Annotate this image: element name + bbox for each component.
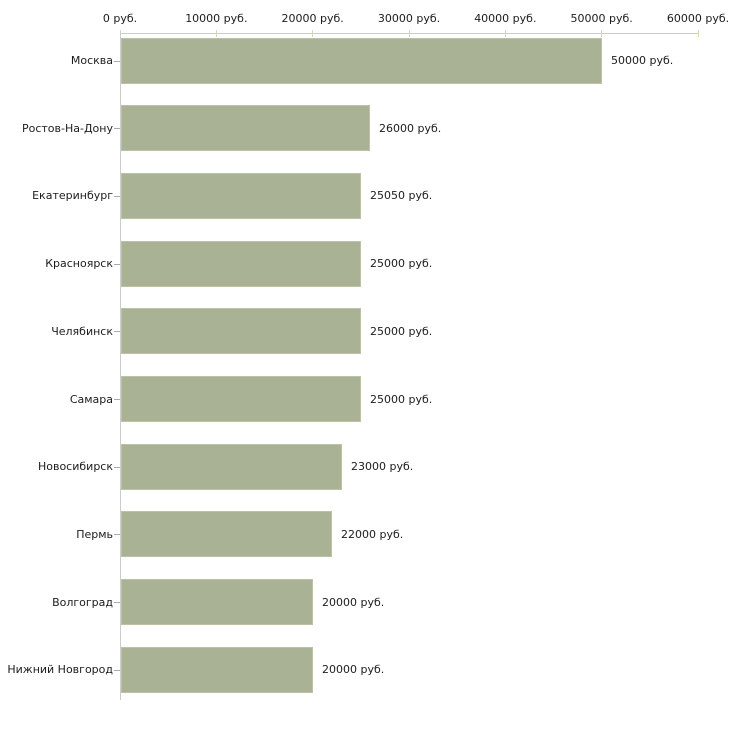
x-axis-tick-label: 20000 руб. bbox=[281, 12, 344, 25]
bar-value-label: 50000 руб. bbox=[611, 54, 674, 67]
category-label: Москва bbox=[70, 54, 113, 67]
x-axis-tick bbox=[697, 30, 699, 37]
category-label: Ростов-На-Дону bbox=[21, 121, 113, 135]
x-axis-tick bbox=[601, 30, 603, 37]
x-axis-tick-label: 0 руб. bbox=[102, 12, 138, 25]
x-axis-tick-label: 50000 руб. bbox=[570, 12, 633, 25]
category-label: Самара bbox=[69, 392, 113, 406]
category-label: Нижний Новгород bbox=[7, 663, 113, 677]
x-axis-tick bbox=[408, 30, 410, 37]
category-tick bbox=[114, 602, 120, 604]
category-label: Пермь bbox=[76, 527, 113, 541]
bar-value-label: 23000 руб. bbox=[351, 460, 414, 474]
category-tick bbox=[114, 263, 120, 265]
bar bbox=[121, 646, 313, 693]
x-axis-tick-label: 30000 руб. bbox=[377, 12, 441, 25]
bar bbox=[121, 579, 313, 626]
category-label: Челябинск bbox=[51, 324, 113, 338]
category-label: Волгоград bbox=[52, 595, 113, 609]
category-tick bbox=[114, 128, 120, 130]
bar-value-label: 26000 руб. bbox=[379, 121, 442, 135]
x-axis-tick-label: 60000 руб. bbox=[666, 12, 730, 25]
y-axis-line bbox=[120, 33, 121, 700]
bar bbox=[121, 376, 361, 422]
x-axis-tick-label: 40000 руб. bbox=[474, 12, 537, 25]
bar bbox=[121, 105, 370, 152]
bar bbox=[121, 37, 602, 84]
x-axis-tick bbox=[312, 30, 314, 37]
bar-value-label: 25000 руб. bbox=[370, 324, 433, 338]
category-label: Красноярск bbox=[45, 257, 113, 271]
category-tick bbox=[114, 60, 120, 62]
bar-value-label: 25000 руб. bbox=[370, 392, 433, 406]
bar-value-label: 20000 руб. bbox=[322, 663, 385, 677]
bar bbox=[121, 240, 361, 287]
bar bbox=[121, 443, 342, 490]
category-tick bbox=[114, 331, 120, 333]
x-axis-tick bbox=[504, 30, 506, 37]
x-axis-tick-label: 10000 руб. bbox=[185, 12, 248, 25]
x-axis-tick bbox=[215, 30, 217, 37]
category-tick bbox=[114, 466, 120, 468]
bar-value-label: 20000 руб. bbox=[322, 595, 385, 609]
bar bbox=[121, 511, 332, 558]
category-tick bbox=[114, 195, 120, 197]
bar bbox=[121, 172, 361, 219]
bar bbox=[121, 308, 361, 355]
category-label: Екатеринбург bbox=[32, 189, 113, 203]
bar-value-label: 25000 руб. bbox=[370, 257, 433, 271]
category-tick bbox=[114, 399, 120, 400]
category-tick bbox=[114, 669, 120, 671]
bar-value-label: 22000 руб. bbox=[341, 527, 404, 541]
category-label: Новосибирск bbox=[37, 460, 113, 474]
bar-value-label: 25050 руб. bbox=[370, 189, 433, 203]
category-tick bbox=[114, 534, 120, 536]
